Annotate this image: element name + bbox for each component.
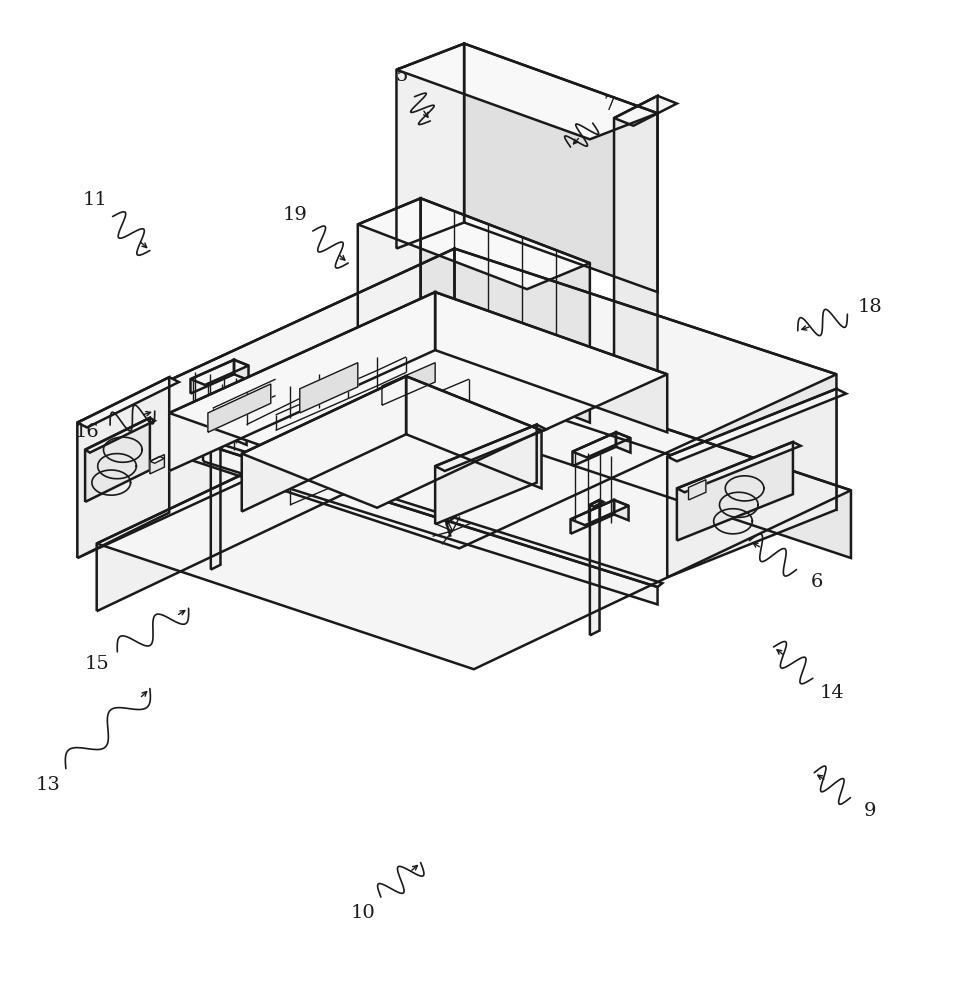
Polygon shape (677, 442, 793, 541)
Polygon shape (190, 360, 234, 394)
Text: 6: 6 (811, 573, 823, 591)
Polygon shape (77, 249, 836, 548)
Polygon shape (203, 444, 658, 604)
Polygon shape (616, 432, 630, 453)
Polygon shape (300, 363, 358, 413)
Polygon shape (97, 365, 851, 669)
Text: 14: 14 (819, 684, 844, 702)
Polygon shape (667, 389, 836, 577)
Text: 7: 7 (603, 96, 615, 114)
Polygon shape (396, 44, 464, 249)
Polygon shape (169, 292, 667, 495)
Polygon shape (85, 418, 150, 502)
Polygon shape (571, 500, 629, 525)
Polygon shape (77, 249, 454, 558)
Polygon shape (689, 480, 706, 500)
Polygon shape (445, 348, 556, 423)
Polygon shape (77, 377, 179, 427)
Polygon shape (242, 376, 406, 512)
Polygon shape (211, 427, 224, 434)
Polygon shape (614, 500, 629, 520)
Polygon shape (435, 425, 537, 524)
Text: 19: 19 (282, 206, 308, 224)
Polygon shape (474, 365, 851, 558)
Polygon shape (77, 377, 169, 558)
Polygon shape (590, 500, 600, 635)
Polygon shape (232, 425, 247, 445)
Polygon shape (169, 292, 435, 471)
Polygon shape (421, 198, 590, 423)
Text: 5: 5 (396, 67, 407, 85)
Polygon shape (189, 425, 247, 450)
Polygon shape (406, 376, 542, 488)
Polygon shape (435, 292, 667, 432)
Polygon shape (203, 440, 662, 587)
Polygon shape (440, 495, 460, 524)
Polygon shape (150, 456, 164, 463)
Polygon shape (571, 500, 614, 534)
Polygon shape (454, 249, 836, 510)
Polygon shape (677, 442, 801, 492)
Polygon shape (614, 96, 658, 403)
Polygon shape (358, 198, 590, 289)
Polygon shape (189, 425, 232, 458)
Text: 16: 16 (74, 423, 100, 441)
Polygon shape (97, 365, 474, 611)
Text: 10: 10 (350, 904, 375, 922)
Polygon shape (85, 418, 155, 453)
Polygon shape (150, 455, 164, 474)
Text: 18: 18 (858, 298, 883, 316)
Polygon shape (572, 432, 616, 466)
Polygon shape (211, 427, 220, 570)
Polygon shape (382, 363, 435, 405)
Polygon shape (590, 500, 603, 507)
Polygon shape (464, 44, 658, 292)
Text: 9: 9 (864, 802, 876, 820)
Polygon shape (667, 389, 846, 461)
Text: 15: 15 (84, 655, 109, 673)
Polygon shape (208, 384, 271, 432)
Polygon shape (234, 360, 249, 380)
Polygon shape (396, 44, 658, 139)
Polygon shape (358, 198, 421, 384)
Polygon shape (572, 432, 630, 457)
Polygon shape (242, 376, 542, 508)
Text: 13: 13 (36, 776, 61, 794)
Text: 11: 11 (82, 191, 107, 209)
Polygon shape (382, 348, 445, 405)
Polygon shape (190, 360, 249, 385)
Polygon shape (382, 348, 556, 418)
Polygon shape (435, 425, 546, 471)
Polygon shape (614, 96, 677, 126)
Polygon shape (440, 397, 454, 502)
